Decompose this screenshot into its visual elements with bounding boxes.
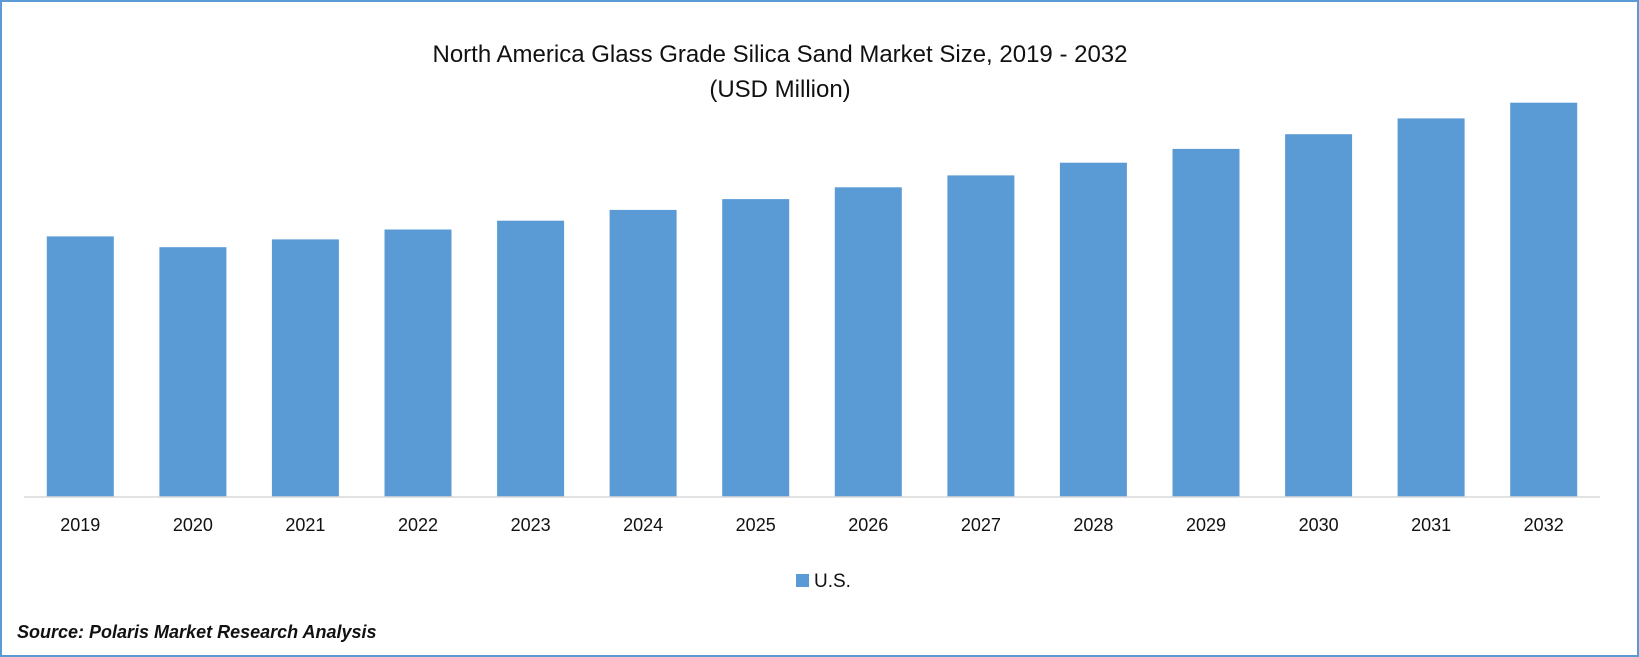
chart-title: North America Glass Grade Silica Sand Ma… (433, 41, 1128, 68)
bar-2029 (1172, 148, 1240, 497)
bar-2020 (159, 247, 227, 497)
legend: U.S. (796, 571, 851, 592)
x-tick-label-2030: 2030 (1299, 515, 1339, 535)
x-tick-label-2022: 2022 (398, 515, 438, 535)
x-tick-label-2025: 2025 (736, 515, 776, 535)
bar-2030 (1285, 134, 1353, 497)
bar-2025 (722, 199, 790, 497)
bar-2021 (271, 239, 339, 497)
x-tick-label-2020: 2020 (173, 515, 213, 535)
x-tick-label-2028: 2028 (1073, 515, 1113, 535)
bar-2032 (1510, 102, 1578, 497)
bar-2027 (947, 175, 1015, 497)
legend-swatch-us (796, 574, 809, 587)
x-tick-label-2019: 2019 (60, 515, 100, 535)
x-tick-label-2032: 2032 (1524, 515, 1564, 535)
x-tick-label-2027: 2027 (961, 515, 1001, 535)
bar-2023 (497, 220, 565, 497)
x-tick-label-2031: 2031 (1411, 515, 1451, 535)
legend-label-us: U.S. (814, 571, 851, 592)
bar-2019 (46, 236, 114, 497)
chart-subtitle: (USD Million) (709, 76, 850, 103)
bars-layer (46, 102, 1578, 498)
bar-2031 (1397, 118, 1465, 498)
bar-2026 (834, 187, 902, 498)
x-tick-labels: 2019 2020 2021 2022 2023 2024 2025 2026 2027 2028… (60, 515, 1563, 535)
x-tick-label-2026: 2026 (848, 515, 888, 535)
x-tick-label-2021: 2021 (285, 515, 325, 535)
bar-2024 (609, 209, 677, 497)
bar-2028 (1059, 162, 1127, 497)
x-tick-label-2024: 2024 (623, 515, 663, 535)
bar-2022 (384, 229, 452, 497)
source-note: Source: Polaris Market Research Analysis (17, 622, 377, 642)
x-tick-label-2023: 2023 (511, 515, 551, 535)
x-tick-label-2029: 2029 (1186, 515, 1226, 535)
